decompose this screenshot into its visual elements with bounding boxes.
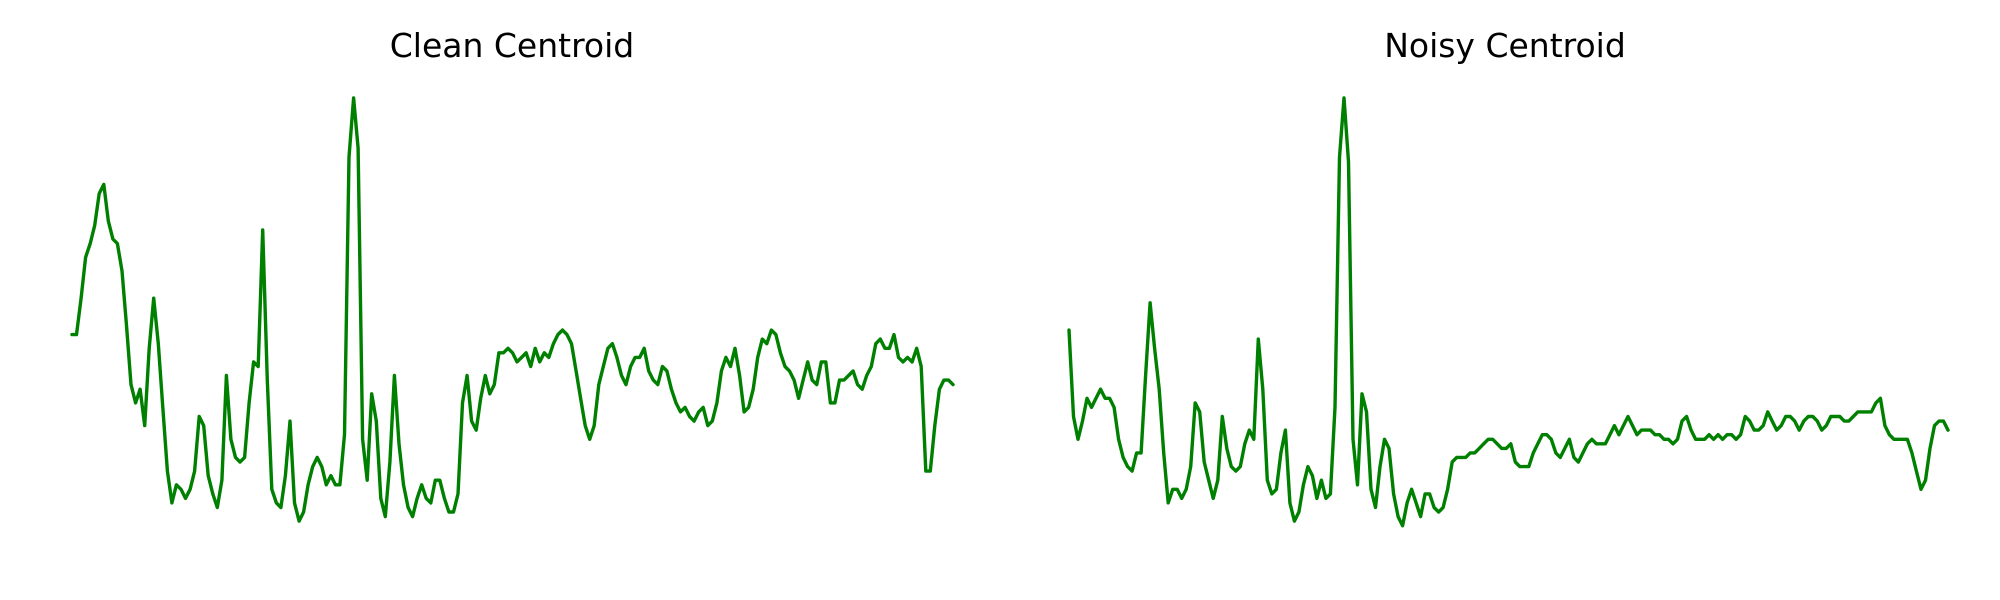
chart-title-clean: Clean Centroid <box>390 26 635 65</box>
chart-noisy-centroid: Noisy Centroid <box>1067 26 1950 528</box>
chart-title-noisy: Noisy Centroid <box>1384 26 1626 65</box>
chart-clean-centroid: Clean Centroid <box>70 26 955 523</box>
series-line-noisy-centroid <box>1067 96 1950 528</box>
series-line-clean-centroid <box>70 96 955 523</box>
